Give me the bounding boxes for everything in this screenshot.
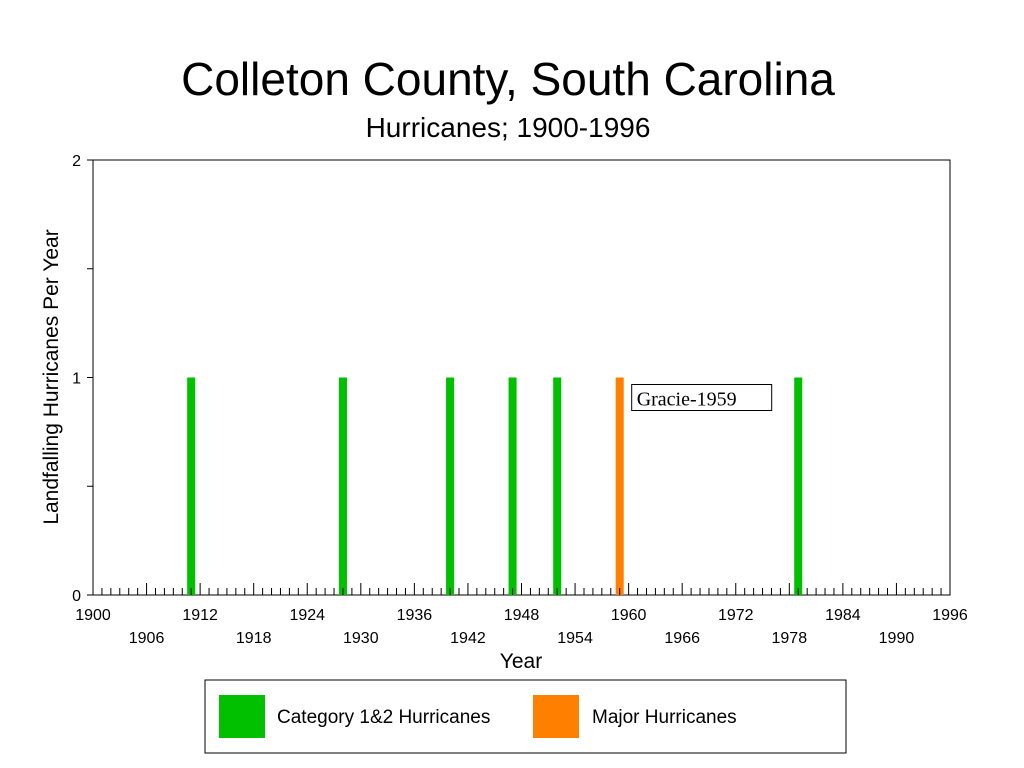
chart-title: Colleton County, South Carolina bbox=[181, 53, 835, 105]
legend-label-major: Major Hurricanes bbox=[592, 707, 737, 728]
x-tick-label: 1912 bbox=[182, 607, 218, 624]
x-tick-label: 1930 bbox=[343, 630, 379, 647]
y-tick-label: 1 bbox=[72, 371, 81, 388]
x-tick-label: 1954 bbox=[557, 630, 593, 647]
x-tick-label: 1900 bbox=[75, 607, 111, 624]
legend-label-category-1-2: Category 1&2 Hurricanes bbox=[277, 707, 490, 728]
x-tick-label: 1972 bbox=[718, 607, 754, 624]
x-tick-label: 1978 bbox=[772, 630, 808, 647]
bar-category-1-2-1979 bbox=[794, 377, 803, 595]
y-tick-label: 0 bbox=[72, 588, 81, 605]
bars-group bbox=[187, 377, 803, 595]
y-tick-labels-group: 0 1 2 bbox=[72, 153, 81, 605]
legend-swatch-major bbox=[533, 695, 579, 738]
x-ticks-group bbox=[92, 583, 951, 595]
chart-subtitle: Hurricanes; 1900-1996 bbox=[366, 112, 651, 143]
x-tick-label: 1966 bbox=[664, 630, 700, 647]
y-tick-label: 2 bbox=[72, 153, 81, 170]
x-tick-label: 1918 bbox=[236, 630, 272, 647]
bar-category-1-2-1928 bbox=[338, 377, 347, 595]
x-tick-label: 1948 bbox=[504, 607, 540, 624]
annotation-gracie: Gracie-1959 bbox=[631, 384, 773, 411]
plot-area bbox=[92, 159, 951, 596]
bar-category-1-2-1952 bbox=[553, 377, 562, 595]
x-tick-label: 1960 bbox=[611, 607, 647, 624]
annotation-box bbox=[631, 384, 773, 411]
y-axis-title: Landfalling Hurricanes Per Year bbox=[40, 229, 63, 524]
x-axis-title: Year bbox=[500, 650, 542, 673]
y-ticks-group bbox=[87, 159, 93, 596]
bar-category-1-2-1947 bbox=[508, 377, 517, 595]
x-tick-label: 1984 bbox=[825, 607, 861, 624]
legend-box bbox=[204, 679, 847, 754]
bar-major-1959 bbox=[615, 377, 624, 595]
bar-category-1-2-1940 bbox=[446, 377, 455, 595]
x-tick-labels-group: 1900 1912 1924 1936 1948 1960 1972 1984 1996 1906… bbox=[75, 607, 968, 647]
x-tick-label: 1936 bbox=[397, 607, 433, 624]
x-tick-label: 1906 bbox=[129, 630, 165, 647]
x-tick-label: 1924 bbox=[289, 607, 325, 624]
legend-swatch-category-1-2 bbox=[219, 695, 265, 738]
legend: Category 1&2 Hurricanes Major Hurricanes bbox=[204, 679, 847, 754]
x-tick-label: 1942 bbox=[450, 630, 486, 647]
x-tick-label: 1990 bbox=[879, 630, 915, 647]
bar-category-1-2-1911 bbox=[187, 377, 196, 595]
x-tick-label: 1996 bbox=[932, 607, 968, 624]
annotation-text: Gracie-1959 bbox=[637, 389, 737, 411]
